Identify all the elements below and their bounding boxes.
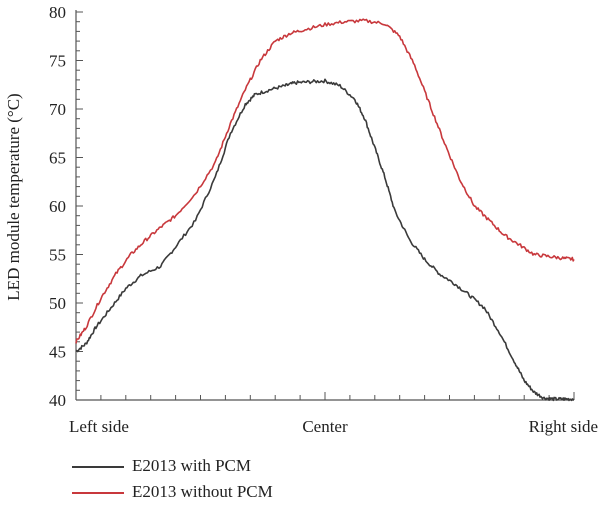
- x-tick-label: Left side: [69, 417, 129, 436]
- x-axis-ticks: [75, 392, 575, 400]
- x-axis-tick-labels: Left side Center Right side: [69, 417, 598, 436]
- legend-swatch-without-pcm: [72, 492, 124, 494]
- series-line-without-pcm: [75, 18, 575, 344]
- y-axis-tick-labels: 40 45 50 55 60 65 70 75 80: [49, 3, 66, 410]
- y-tick-label: 80: [49, 3, 66, 22]
- y-tick-label: 70: [49, 100, 66, 119]
- y-axis-title: LED module temperature (°C): [4, 93, 23, 300]
- y-tick-label: 55: [49, 246, 66, 265]
- y-tick-label: 65: [49, 149, 66, 168]
- series-line-with-pcm: [75, 78, 575, 402]
- y-tick-label: 45: [49, 343, 66, 362]
- x-tick-label: Center: [302, 417, 348, 436]
- series-lines: [75, 18, 575, 402]
- y-tick-label: 40: [49, 391, 66, 410]
- legend-label-with-pcm: E2013 with PCM: [132, 456, 252, 475]
- y-tick-label: 60: [49, 197, 66, 216]
- legend-swatch-with-pcm: [72, 466, 124, 468]
- axes: [75, 10, 574, 401]
- y-tick-label: 75: [49, 52, 66, 71]
- y-tick-label: 50: [49, 294, 66, 313]
- x-tick-label: Right side: [529, 417, 598, 436]
- y-axis-ticks: [76, 11, 83, 401]
- legend-label-without-pcm: E2013 without PCM: [132, 482, 273, 501]
